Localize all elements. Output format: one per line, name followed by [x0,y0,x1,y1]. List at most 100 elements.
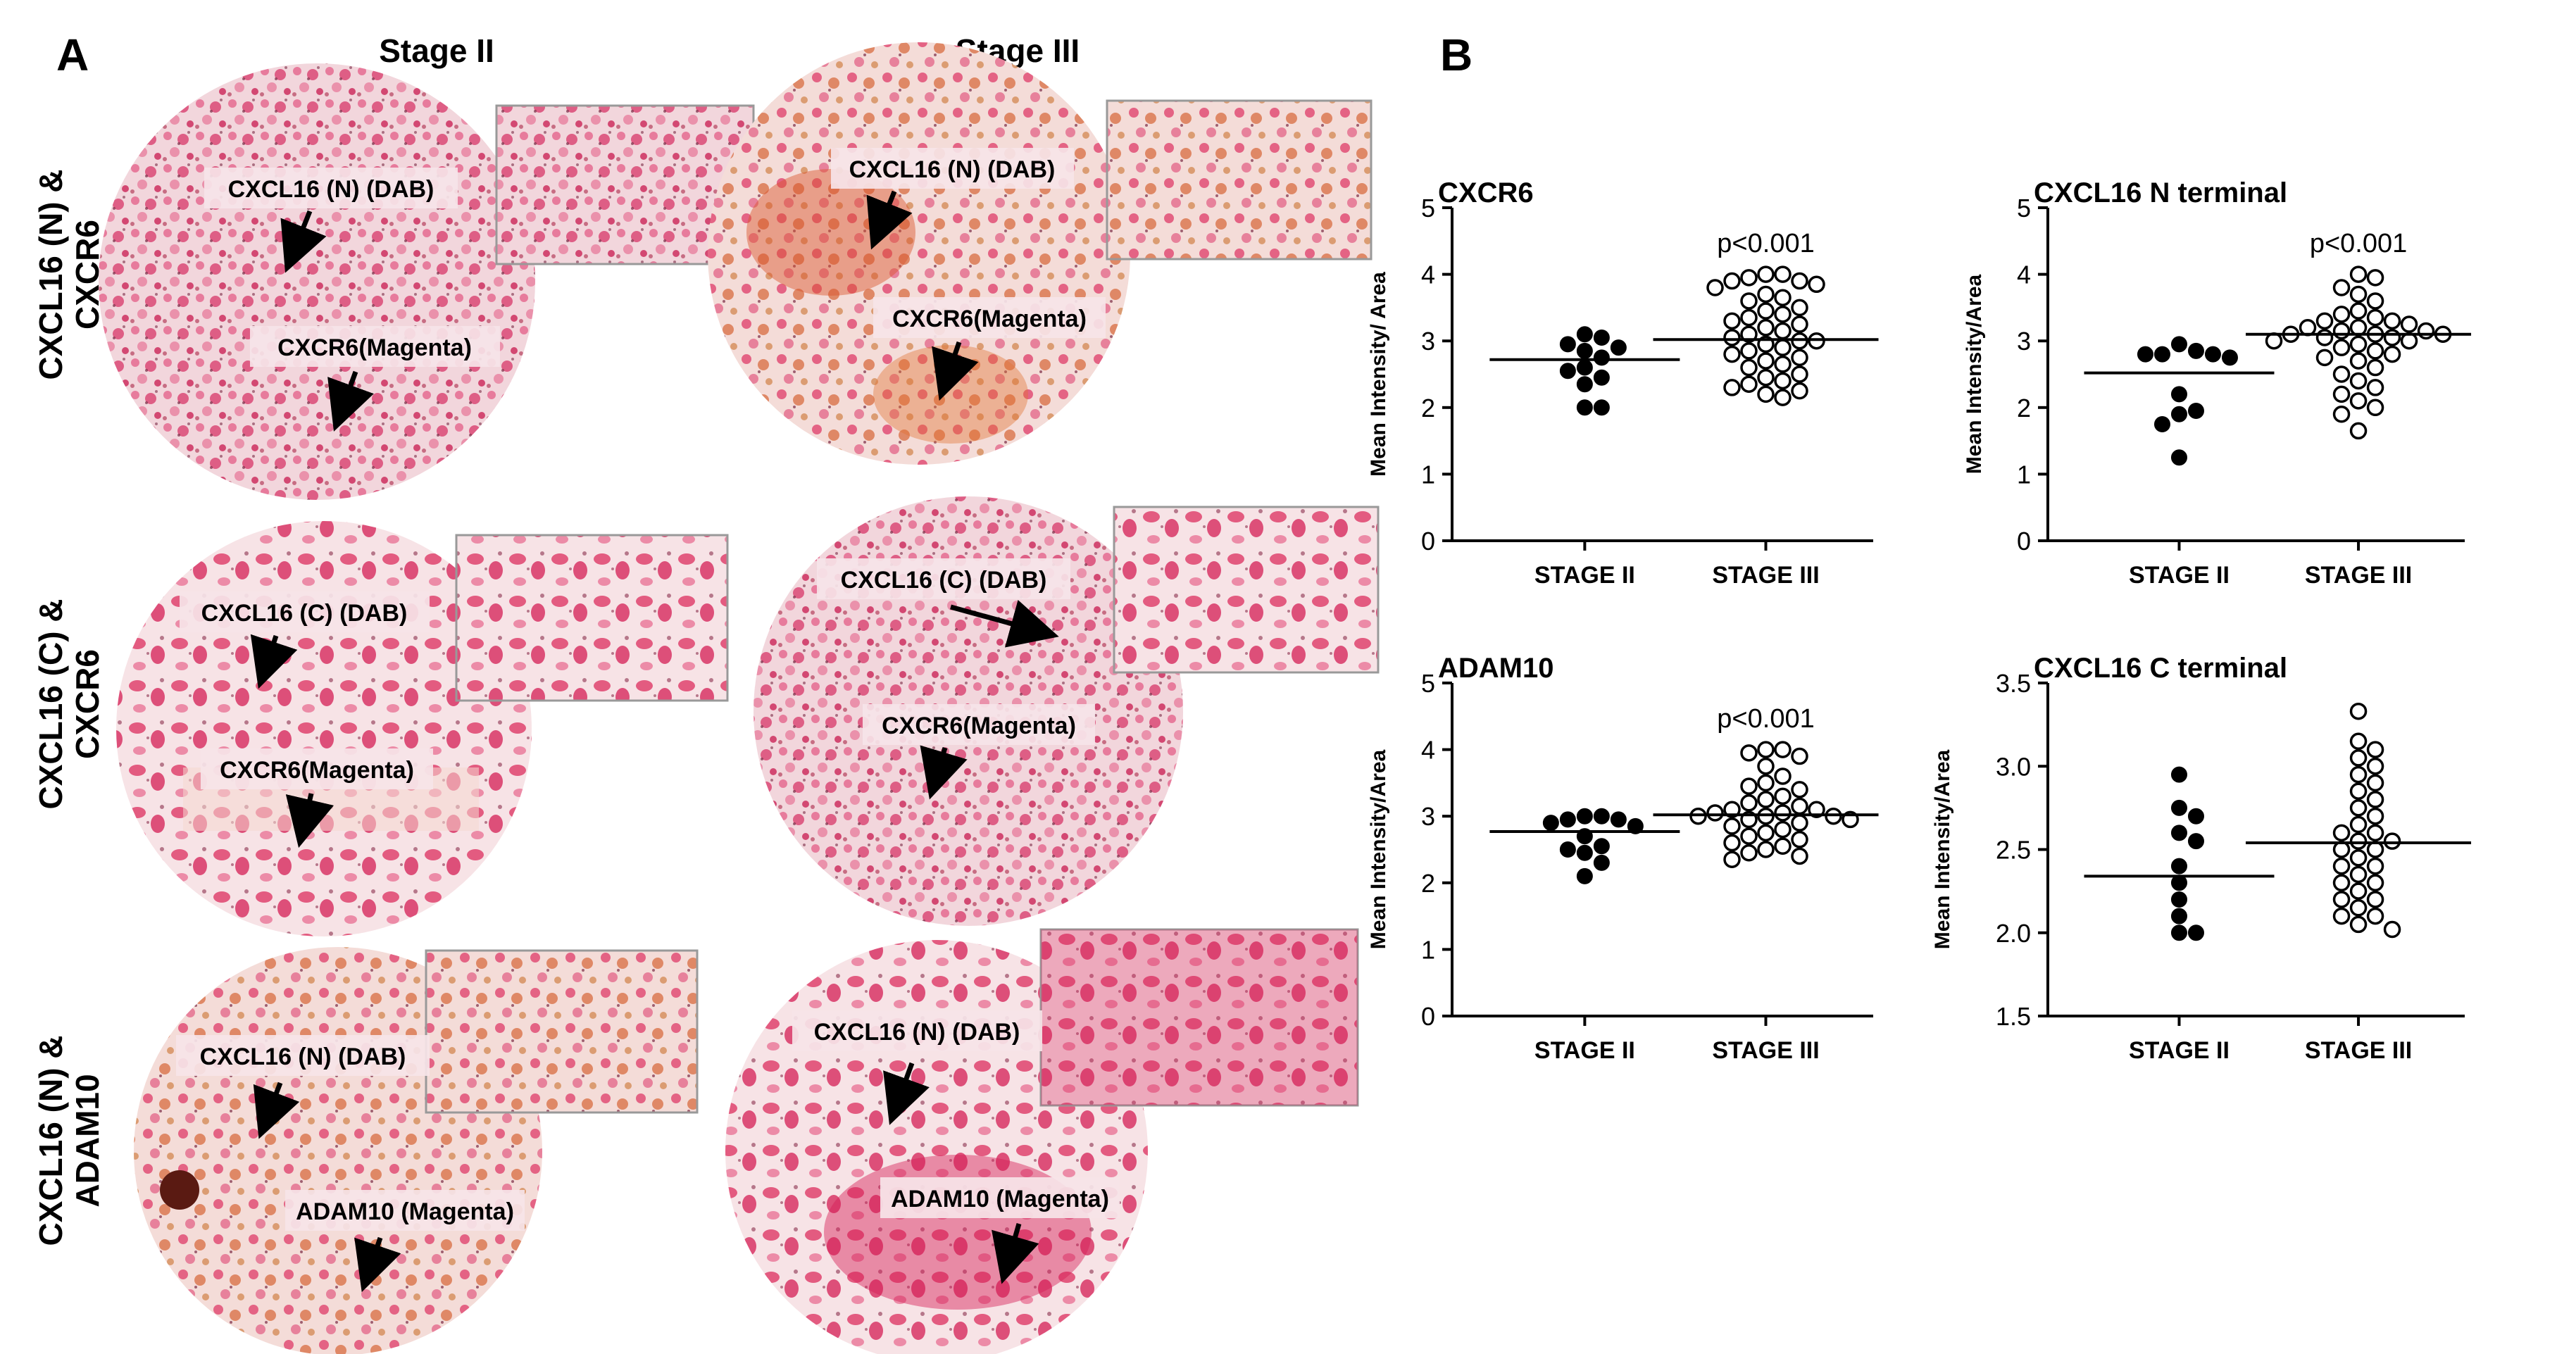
data-point [1757,385,1775,403]
inset-zoom [1106,99,1373,261]
row-label-2: CXCL16 (C) & CXCR6 [32,598,106,809]
data-point [2366,308,2384,327]
label-box [873,297,1106,338]
data-point [2315,329,2334,346]
label-box [863,704,1095,745]
label-magenta: ADAM10 (Magenta) [891,1186,1109,1212]
chart-title: ADAM10 [1438,653,1553,684]
data-point [1593,349,1610,366]
micrograph-r2-stage2: CXCL16 (C) (DAB) CXCR6(Magenta) [116,521,729,936]
inset-deep [1041,929,1358,1105]
y-tick-label: 2 [1421,394,1435,422]
data-point [1576,342,1593,359]
data-point [2332,874,2351,892]
y-axis-label: Mean Intensity/Area [1931,749,1954,949]
data-point [2170,891,2187,908]
y-tick-label: 3 [1421,802,1435,831]
data-point [2366,807,2384,825]
data-point [1774,767,1792,785]
p-value-annotation: p<0.001 [1717,229,1814,258]
data-point [2187,403,2204,420]
data-point [2366,342,2384,360]
data-point [2332,306,2351,323]
data-point [2366,907,2384,925]
data-point [2349,865,2368,884]
data-point [1576,867,1593,884]
data-point [1593,329,1610,346]
chart-adam10: ADAM10 0 1 2 3 4 5 Mean Intensity/Area STAGE II S… [1367,653,1879,1064]
label-magenta: CXCR6(Magenta) [892,306,1087,332]
label-magenta: CXCR6(Magenta) [882,713,1076,739]
data-point [2349,319,2368,337]
data-point [1593,854,1610,871]
y-tick-label: 2.0 [1996,919,2031,948]
data-point [1576,399,1593,416]
p-value-annotation: p<0.001 [2310,229,2407,258]
data-point [1740,794,1758,812]
data-point [1757,741,1775,758]
chart-title: CXCR6 [1438,177,1534,208]
arrow-dab [250,634,298,689]
data-point [2366,857,2384,875]
row-label-3-line2: ADAM10 [69,1074,106,1207]
data-point [2349,899,2368,917]
data-point [2170,386,2187,403]
data-point [2349,732,2368,751]
data-point [1774,322,1792,340]
data-point [2383,920,2401,939]
data-point [1740,325,1758,343]
data-point [1723,312,1741,330]
micrograph-r1-stage3: CXCL16 (N) (DAB) CXCR6(Magenta) [708,42,1373,465]
data-point [2349,302,2368,320]
data-point [1791,831,1808,848]
data-point [2332,322,2351,340]
data-point [1791,747,1808,765]
data-point [1593,399,1610,416]
data-point [2332,365,2351,383]
arrow-dab [866,190,913,250]
y-tick-label: 4 [1421,261,1435,289]
data-point [1757,319,1775,337]
chart-title: CXCL16 N terminal [2034,177,2287,208]
data-point [2187,808,2204,825]
data-point [2366,758,2384,775]
data-point [1576,376,1593,393]
data-point [2349,265,2368,283]
data-point [2332,841,2351,858]
data-point [1706,804,1724,822]
y-tick-label: 2.5 [1996,836,2031,865]
data-point [2349,352,2368,370]
data-point [1774,389,1792,406]
y-tick-label: 0 [1421,527,1435,556]
x-tick-label: STAGE III [2305,1037,2412,1064]
data-point [1774,372,1792,390]
data-point [2332,339,2351,356]
data-point [2349,702,2368,720]
data-point [1791,847,1808,865]
data-point [1791,349,1808,367]
data-point [1757,302,1775,320]
label-magenta: CXCR6(Magenta) [220,757,414,784]
label-box [176,1035,430,1076]
y-tick-label: 1 [2017,460,2031,489]
data-point [1791,781,1808,798]
data-point [1791,382,1808,400]
data-point [2137,346,2153,363]
data-point [1723,329,1741,346]
chart-cxcr6: CXCR6 0 1 2 3 4 5 Mean Intensity/ Area STAGE II S… [1367,177,1879,589]
y-tick-label: 2 [1421,869,1435,898]
inset-zoom [1113,506,1380,674]
label-box [880,1177,1120,1218]
data-point [1723,272,1741,290]
inset-zoom [455,534,729,702]
y-tick-label: 1 [1421,460,1435,489]
row-label-1: CXCL16 (N) & CXCR6 [32,169,106,380]
data-point [2170,449,2187,466]
y-tick-label: 1.5 [1996,1002,2031,1031]
data-point [2170,858,2187,875]
data-point [1610,339,1627,356]
data-point [2315,312,2334,330]
data-point [2349,422,2368,440]
x-tick-label: STAGE II [1534,562,1635,589]
y-axis-label: Mean Intensity/Area [1367,749,1390,949]
